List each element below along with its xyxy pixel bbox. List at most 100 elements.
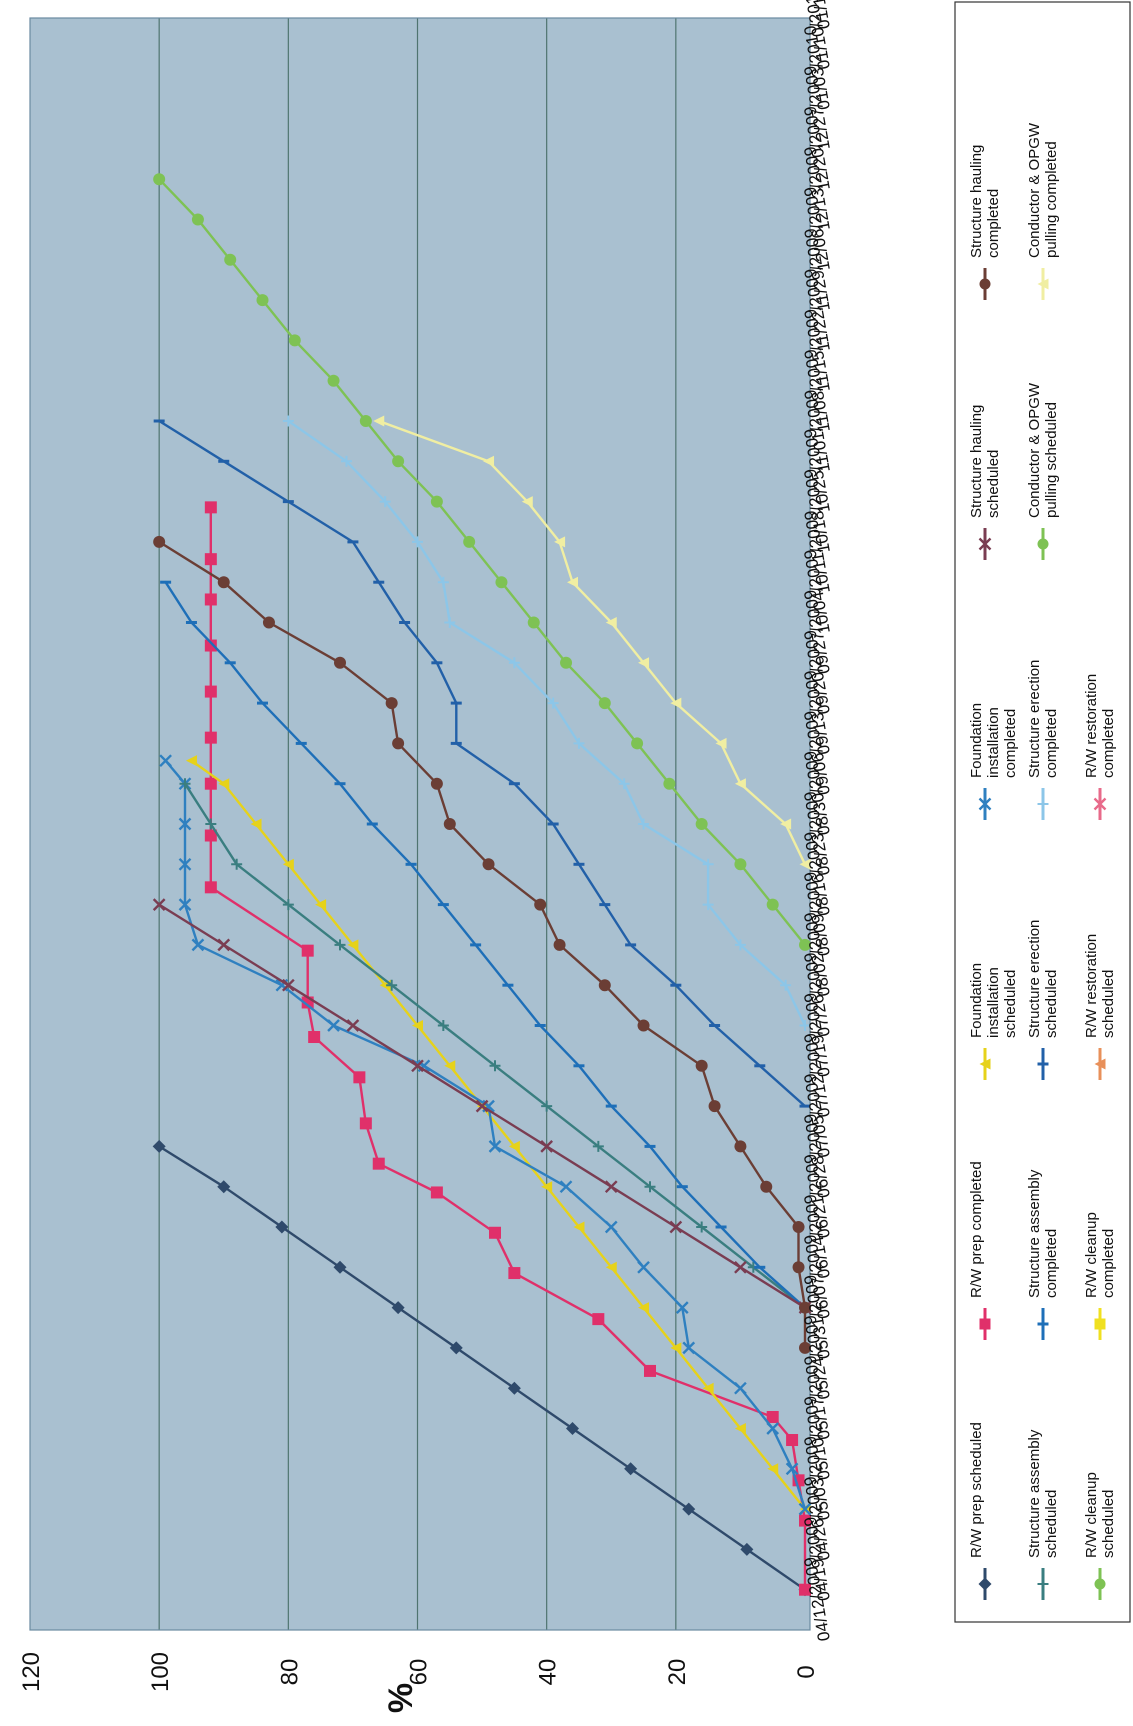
legend-swatch-marker bbox=[979, 278, 991, 290]
data-point bbox=[734, 939, 746, 951]
data-point bbox=[573, 1221, 585, 1233]
data-point bbox=[315, 899, 327, 911]
data-point bbox=[767, 1463, 779, 1475]
data-point bbox=[437, 576, 449, 588]
data-point bbox=[178, 857, 192, 871]
legend-swatch-marker bbox=[979, 1058, 991, 1070]
data-point bbox=[675, 1301, 689, 1314]
data-point bbox=[153, 535, 166, 548]
data-point bbox=[604, 1220, 618, 1234]
data-point bbox=[178, 817, 192, 831]
data-point bbox=[282, 415, 294, 427]
data-point bbox=[288, 334, 301, 347]
data-point bbox=[437, 1020, 449, 1031]
series-line bbox=[287, 419, 807, 1027]
data-point bbox=[695, 1059, 708, 1072]
data-point bbox=[475, 1099, 489, 1113]
data-point bbox=[217, 576, 230, 589]
data-point bbox=[638, 1302, 650, 1314]
legend-item-r-w-cleanup-scheduled: R/W cleanupscheduled bbox=[1083, 1472, 1117, 1600]
data-point bbox=[204, 731, 217, 744]
series-structure-hauling-completed bbox=[153, 535, 811, 1354]
data-point bbox=[275, 1220, 289, 1234]
data-point bbox=[152, 1139, 166, 1153]
data-point bbox=[412, 536, 423, 548]
legend-item-conductor-and-opgw-pulling-completed: Conductor & OPGWpulling completed bbox=[1026, 122, 1060, 300]
data-point bbox=[224, 253, 237, 266]
data-point bbox=[430, 495, 443, 508]
data-point bbox=[799, 1341, 811, 1354]
y-tick-label: 60 bbox=[406, 1659, 433, 1686]
data-point bbox=[669, 1220, 683, 1234]
data-point bbox=[340, 455, 352, 467]
y-axis-ticks: 0 20 40 60 80 100 120 bbox=[18, 1652, 820, 1692]
data-point bbox=[204, 685, 217, 698]
data-point bbox=[798, 1502, 812, 1516]
legend-swatch-marker bbox=[1037, 538, 1049, 550]
data-point bbox=[560, 656, 573, 669]
y-axis-title: % bbox=[382, 1683, 420, 1713]
data-point bbox=[482, 858, 495, 871]
legend-swatch-marker bbox=[978, 797, 992, 811]
data-point bbox=[204, 829, 217, 842]
data-point bbox=[346, 1019, 360, 1032]
data-point bbox=[766, 1410, 779, 1423]
data-point bbox=[792, 1261, 805, 1274]
data-point bbox=[663, 777, 676, 790]
data-point bbox=[566, 1422, 579, 1435]
data-point bbox=[682, 1341, 696, 1355]
legend-item-r-w-restoration-scheduled: R/W restorationscheduled bbox=[1083, 934, 1117, 1080]
data-point bbox=[734, 1260, 747, 1274]
series-line bbox=[157, 177, 807, 947]
data-point bbox=[780, 979, 792, 991]
legend-item-structure-assembly-completed: Structure assemblycompleted bbox=[1026, 1169, 1060, 1340]
data-point bbox=[204, 881, 217, 894]
legend-label: R/W restorationscheduled bbox=[1083, 934, 1117, 1038]
data-point bbox=[605, 617, 617, 628]
data-point bbox=[449, 1341, 463, 1355]
series-layer bbox=[152, 173, 812, 1597]
data-point bbox=[702, 899, 714, 911]
data-point bbox=[785, 1462, 799, 1476]
data-point bbox=[760, 1180, 773, 1193]
data-point bbox=[799, 1020, 811, 1031]
data-point bbox=[541, 1181, 553, 1193]
data-point bbox=[521, 496, 533, 508]
data-point bbox=[231, 858, 243, 870]
data-point bbox=[204, 593, 217, 606]
data-point bbox=[799, 858, 811, 870]
legend-label: Foundationinstallationcompleted bbox=[968, 703, 1019, 778]
data-point bbox=[483, 455, 495, 467]
data-point bbox=[734, 858, 747, 871]
data-point bbox=[637, 1019, 650, 1032]
data-point bbox=[592, 1313, 605, 1326]
data-point bbox=[359, 1117, 372, 1130]
legend-label: Structure erectioncompleted bbox=[1026, 660, 1060, 778]
plot-background bbox=[30, 18, 810, 1630]
data-point bbox=[359, 415, 372, 427]
legend-swatch-marker bbox=[1037, 798, 1049, 810]
data-point bbox=[411, 1059, 424, 1073]
data-point bbox=[598, 979, 611, 992]
data-point bbox=[766, 1422, 780, 1435]
series-structure-assembly-completed bbox=[160, 580, 811, 1310]
data-point bbox=[262, 616, 275, 629]
series-structure-erection-completed bbox=[282, 415, 811, 1031]
legend-swatch-marker bbox=[978, 537, 992, 551]
data-point bbox=[553, 938, 566, 951]
series-line bbox=[190, 759, 807, 1511]
legend-label: Conductor & OPGWpulling completed bbox=[1026, 122, 1060, 258]
series-conductor-and-opgw-pulling-completed bbox=[373, 415, 811, 870]
data-point bbox=[430, 1186, 443, 1199]
legend-label: Foundationinstallationscheduled bbox=[968, 963, 1019, 1038]
data-point bbox=[191, 938, 205, 952]
series-line bbox=[183, 782, 807, 1309]
y-tick-label: 40 bbox=[535, 1659, 562, 1686]
data-point bbox=[443, 818, 456, 830]
grid bbox=[158, 18, 677, 1630]
legend-label: Structure erectionscheduled bbox=[1026, 920, 1060, 1038]
data-point bbox=[799, 1301, 811, 1314]
data-point bbox=[734, 1381, 747, 1395]
legend-swatch-marker bbox=[979, 1318, 991, 1330]
y-tick-label: 120 bbox=[18, 1652, 45, 1692]
